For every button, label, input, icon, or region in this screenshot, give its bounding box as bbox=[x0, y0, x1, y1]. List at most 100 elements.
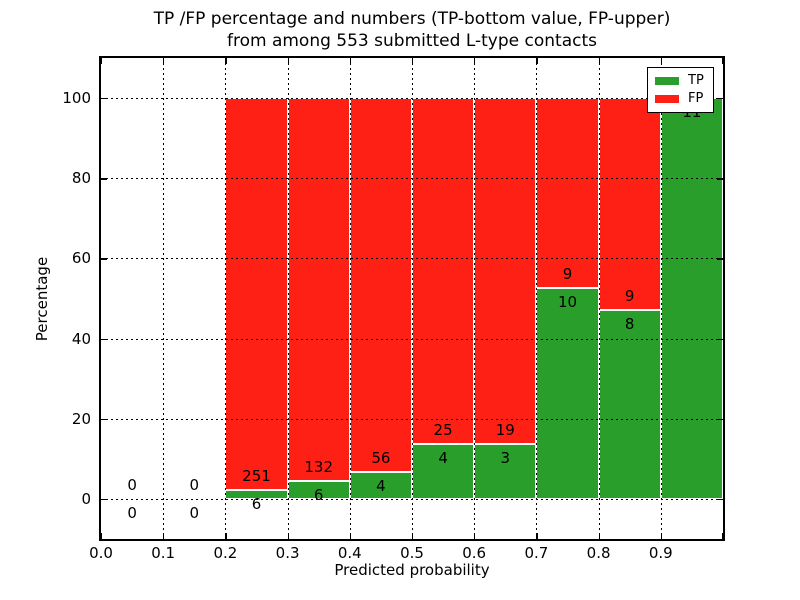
y-tick-right bbox=[717, 498, 723, 501]
y-tick-right bbox=[717, 338, 723, 340]
bar-fp-0.7-0.8 bbox=[536, 98, 599, 288]
x-tick-bottom bbox=[660, 533, 663, 539]
x-tick-bottom bbox=[412, 533, 414, 539]
x-tick-label-0.6: 0.6 bbox=[462, 544, 487, 562]
bar-fp-0.5-0.6 bbox=[412, 98, 475, 444]
grid-line-x-0.7 bbox=[536, 58, 538, 539]
x-tick-bottom bbox=[598, 533, 600, 539]
bar-fp-0.4-0.5 bbox=[349, 98, 412, 473]
bar-fp-0.8-0.9 bbox=[598, 98, 661, 311]
legend-entry-fp: FP bbox=[655, 92, 706, 106]
grid-line-x-0.4 bbox=[349, 58, 351, 539]
grid-line-x-0.8 bbox=[598, 58, 600, 539]
y-tick-left bbox=[101, 258, 107, 260]
bar-label-tp-0.2-0.3: 6 bbox=[251, 494, 262, 513]
bar-label-tp-0.5-0.6: 4 bbox=[438, 448, 448, 467]
x-tick-bottom bbox=[474, 533, 476, 539]
x-tick-label-0.4: 0.4 bbox=[337, 544, 362, 562]
legend-entry-tp: TP bbox=[655, 74, 706, 88]
bar-fp-0.2-0.3 bbox=[225, 98, 288, 490]
chart-title-line1: TP /FP percentage and numbers (TP-bottom… bbox=[153, 9, 671, 29]
x-tick-label-0.3: 0.3 bbox=[275, 544, 300, 562]
chart-title-line2: from among 553 submitted L-type contacts bbox=[226, 31, 597, 51]
grid-line-x-0.1 bbox=[163, 58, 165, 539]
y-tick-label-20: 20 bbox=[71, 409, 91, 428]
bar-tp-0.7-0.8 bbox=[536, 287, 599, 499]
bar-label-fp-0.5-0.6: 25 bbox=[433, 420, 453, 439]
y-tick-label-0: 0 bbox=[81, 489, 91, 508]
y-tick-left bbox=[101, 498, 107, 501]
x-tick-top bbox=[412, 58, 414, 64]
bar-label-fp-0.0-0.1: 0 bbox=[127, 475, 137, 494]
bar-label-tp-0.1-0.2: 0 bbox=[189, 503, 200, 522]
x-tick-top bbox=[101, 58, 103, 64]
y-tick-left bbox=[101, 338, 107, 340]
x-tick-top bbox=[349, 58, 352, 64]
x-tick-bottom bbox=[163, 533, 165, 539]
x-tick-label-0.9: 0.9 bbox=[648, 544, 673, 562]
y-tick-right bbox=[717, 258, 723, 260]
grid-line-x-0.3 bbox=[287, 58, 289, 539]
x-tick-label-0.7: 0.7 bbox=[524, 544, 549, 562]
y-tick-right bbox=[717, 98, 723, 100]
bar-fp-0.6-0.7 bbox=[474, 98, 537, 445]
x-tick-bottom bbox=[101, 533, 103, 539]
grid-line-x-0.6 bbox=[474, 58, 476, 539]
grid-line-x-0.5 bbox=[412, 58, 413, 539]
x-axis-label: Predicted probability bbox=[334, 561, 490, 579]
x-tick-bottom bbox=[225, 533, 227, 539]
bar-label-tp-0.3-0.4: 6 bbox=[313, 486, 324, 505]
bar-label-tp-0.0-0.1: 0 bbox=[127, 503, 137, 522]
bar-tp-0.4-0.5 bbox=[349, 472, 412, 499]
bar-label-tp-0.7-0.8: 10 bbox=[557, 292, 578, 311]
x-tick-top bbox=[660, 58, 663, 64]
bar-label-fp-0.4-0.5: 56 bbox=[371, 449, 391, 468]
bar-label-tp-0.8-0.9: 8 bbox=[624, 315, 635, 334]
grid-line-x-0.2 bbox=[225, 58, 227, 539]
y-tick-left bbox=[101, 418, 107, 421]
y-tick-label-80: 80 bbox=[71, 169, 91, 188]
y-tick-label-60: 60 bbox=[71, 249, 91, 268]
y-tick-left bbox=[101, 98, 107, 100]
x-tick-label-0.1: 0.1 bbox=[151, 544, 176, 562]
bar-tp-0.5-0.6 bbox=[412, 443, 475, 499]
x-tick-label-0.0: 0.0 bbox=[89, 544, 113, 562]
x-tick-label-0.5: 0.5 bbox=[400, 544, 424, 562]
bar-label-tp-0.6-0.7: 3 bbox=[500, 449, 511, 468]
bar-label-fp-0.8-0.9: 9 bbox=[624, 287, 635, 306]
legend: TP FP bbox=[647, 67, 714, 113]
x-tick-label-0.8: 0.8 bbox=[586, 544, 611, 562]
bar-tp-0.9-1.0 bbox=[660, 98, 723, 499]
x-tick-top bbox=[287, 58, 289, 64]
tp-color-swatch bbox=[655, 77, 679, 85]
y-tick-label-100: 100 bbox=[62, 89, 91, 108]
x-tick-bottom bbox=[287, 533, 289, 539]
x-tick-bottom bbox=[349, 533, 352, 539]
x-tick-bottom bbox=[536, 533, 538, 539]
bar-label-fp-0.7-0.8: 9 bbox=[562, 264, 573, 283]
y-axis-label: Percentage bbox=[33, 256, 51, 342]
y-tick-right bbox=[717, 418, 723, 421]
x-tick-top bbox=[721, 58, 723, 64]
x-tick-top bbox=[225, 58, 227, 64]
x-tick-top bbox=[474, 58, 476, 64]
chart-title: TP /FP percentage and numbers (TP-bottom… bbox=[12, 8, 800, 52]
y-tick-label-40: 40 bbox=[71, 329, 91, 348]
x-tick-label-0.2: 0.2 bbox=[213, 544, 238, 562]
x-tick-top bbox=[598, 58, 600, 64]
fp-color-swatch bbox=[655, 95, 679, 103]
x-tick-bottom bbox=[721, 533, 723, 539]
bar-label-fp-0.1-0.2: 0 bbox=[189, 475, 200, 494]
bar-label-fp-0.6-0.7: 19 bbox=[495, 421, 515, 440]
grid-line-x-0.9 bbox=[660, 58, 662, 539]
bar-label-fp-0.2-0.3: 251 bbox=[242, 466, 271, 485]
x-tick-top bbox=[536, 58, 538, 64]
bar-label-fp-0.3-0.4: 132 bbox=[304, 458, 334, 477]
y-tick-right bbox=[717, 178, 723, 180]
plot-area: 00002516132656425419391098011 bbox=[99, 56, 725, 541]
legend-label-fp: FP bbox=[688, 91, 704, 106]
legend-label-tp: TP bbox=[688, 73, 704, 88]
bar-fp-0.3-0.4 bbox=[287, 98, 350, 482]
y-tick-left bbox=[101, 178, 107, 180]
